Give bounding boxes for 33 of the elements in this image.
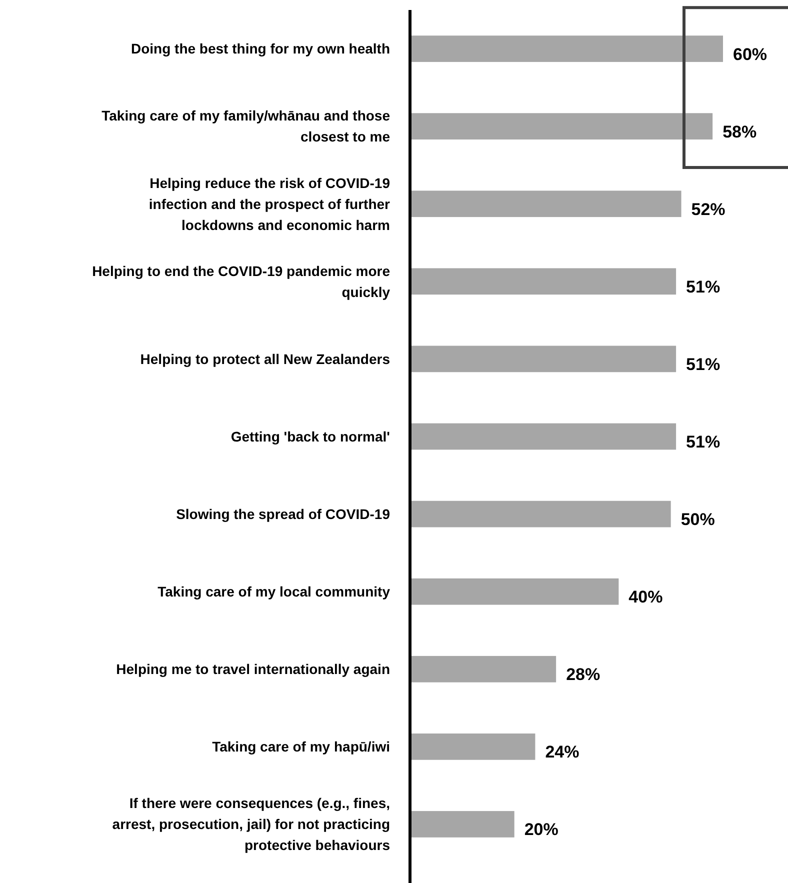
bar xyxy=(410,346,676,372)
y-tick-label: Taking care of my family/whānau and those closest to me xyxy=(102,108,390,145)
data-label: 51% xyxy=(686,432,720,452)
bar xyxy=(410,500,671,528)
y-tick-label: Helping to end the COVID-19 pandemic more quickly xyxy=(92,262,390,300)
y-tick-label: Doing the best thing for my own health xyxy=(131,40,390,57)
data-label: 52% xyxy=(691,200,726,219)
y-tick-label: Helping me to travel internationally again xyxy=(116,661,390,678)
data-label: 24% xyxy=(545,742,580,762)
data-label: 60% xyxy=(733,44,768,64)
data-label: 50% xyxy=(680,510,715,530)
bar xyxy=(410,190,682,218)
bar xyxy=(410,423,676,450)
bar xyxy=(410,268,676,295)
bar xyxy=(410,734,536,760)
bar xyxy=(410,113,713,140)
data-label: 58% xyxy=(722,122,757,142)
data-label: 51% xyxy=(686,354,720,374)
data-label: 28% xyxy=(566,665,600,684)
data-label: 51% xyxy=(686,277,720,296)
y-tick-label: Getting 'back to normal' xyxy=(230,428,390,444)
y-tick-label: Taking care of my local community xyxy=(158,583,390,600)
bar xyxy=(410,578,619,605)
bar xyxy=(410,656,556,682)
y-tick-label: Slowing the spread of COVID-19 xyxy=(176,506,390,522)
y-tick-label: If there were consequences (e.g., fines, arrest, prosecution, jail) for not practicing protective behaviours xyxy=(112,795,390,854)
y-tick-label: Helping reduce the risk of COVID-19 infection and the prospect of further lockdowns and economic harm xyxy=(148,174,391,233)
bar xyxy=(410,811,514,838)
y-tick-label: Taking care of my hapū/iwi xyxy=(212,738,390,755)
bar xyxy=(410,36,723,62)
data-label: 40% xyxy=(628,588,663,607)
data-label: 20% xyxy=(524,820,558,840)
y-tick-label: Helping to protect all New Zealanders xyxy=(140,350,390,367)
